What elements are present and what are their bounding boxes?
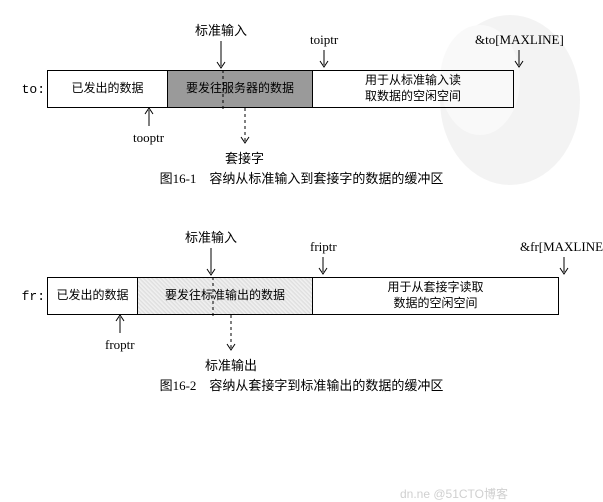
fig2-seg-pending: 要发往标准输出的数据 xyxy=(138,278,313,314)
arrow-toiptr xyxy=(318,50,330,70)
label-stdin2: 标准输入 xyxy=(185,227,237,278)
label-stdin: 标准输入 xyxy=(195,20,247,71)
fig2-top-labels: 标准输入 friptr &fr[MAXLINE] xyxy=(10,227,593,277)
arrow-tooptr xyxy=(143,108,155,128)
label-friptr-text: friptr xyxy=(310,239,337,254)
fig1-buffer: 已发出的数据 要发往服务器的数据 用于从标准输入读 取数据的空闲空间 xyxy=(47,70,514,108)
label-stdout-text: 标准输出 xyxy=(205,358,257,373)
label-tooptr-text: tooptr xyxy=(133,130,164,145)
watermark-text: dn.ne @51CTO博客 xyxy=(400,485,508,502)
fig2-row-label: fr: xyxy=(10,289,47,304)
fig1-row-label: to: xyxy=(10,82,47,97)
fig1-top-labels: 标准输入 toiptr &to[MAXLINE] xyxy=(10,20,593,70)
stdin2-dashed-through xyxy=(207,277,219,317)
label-socket-text: 套接字 xyxy=(225,151,264,166)
label-socket: 套接字 xyxy=(225,108,264,167)
label-to-maxline-text: &to[MAXLINE] xyxy=(475,32,564,47)
fig2-buffer: 已发出的数据 要发往标准输出的数据 用于从套接字读取 数据的空闲空间 xyxy=(47,277,559,315)
label-fr-maxline-text: &fr[MAXLINE] xyxy=(520,239,603,254)
fig2-seg-sent: 已发出的数据 xyxy=(48,278,138,314)
arrow-fr-maxline xyxy=(558,257,570,277)
label-froptr: froptr xyxy=(105,315,135,353)
arrow-froptr xyxy=(114,315,126,335)
fig2-bottom-labels: froptr 标准输出 xyxy=(10,315,593,385)
label-friptr: friptr xyxy=(310,239,337,277)
fig1-buffer-row: to: 已发出的数据 要发往服务器的数据 用于从标准输入读 取数据的空闲空间 xyxy=(10,70,593,108)
label-froptr-text: froptr xyxy=(105,337,135,352)
label-stdin-text: 标准输入 xyxy=(195,23,247,38)
fig1-seg-free: 用于从标准输入读 取数据的空闲空间 xyxy=(313,71,513,107)
fig2-seg-free: 用于从套接字读取 数据的空闲空间 xyxy=(313,278,558,314)
fig1-seg-pending: 要发往服务器的数据 xyxy=(168,71,313,107)
arrow-stdout-dashed xyxy=(225,315,237,353)
arrow-socket-dashed xyxy=(239,108,251,146)
fig1-seg-sent: 已发出的数据 xyxy=(48,71,168,107)
figure-16-2: 标准输入 friptr &fr[MAXLINE] fr: 已发出的数据 要发往 xyxy=(10,227,593,394)
label-to-maxline: &to[MAXLINE] xyxy=(475,32,564,70)
arrow-stdin-down xyxy=(215,41,227,71)
label-toiptr-text: toiptr xyxy=(310,32,338,47)
stdin-dashed-through xyxy=(217,70,229,110)
label-tooptr: tooptr xyxy=(133,108,164,146)
label-stdin2-text: 标准输入 xyxy=(185,230,237,245)
label-toiptr: toiptr xyxy=(310,32,338,70)
arrow-stdin2-down xyxy=(205,248,217,278)
fig2-buffer-row: fr: 已发出的数据 要发往标准输出的数据 用于从套接字读取 数据的空闲空间 xyxy=(10,277,593,315)
label-fr-maxline: &fr[MAXLINE] xyxy=(520,239,603,277)
fig1-bottom-labels: tooptr 套接字 xyxy=(10,108,593,178)
label-stdout: 标准输出 xyxy=(205,315,257,374)
arrow-friptr xyxy=(317,257,329,277)
figure-16-1: 标准输入 toiptr &to[MAXLINE] to: 已发出的数据 要发往 xyxy=(10,20,593,187)
arrow-to-maxline xyxy=(513,50,525,70)
